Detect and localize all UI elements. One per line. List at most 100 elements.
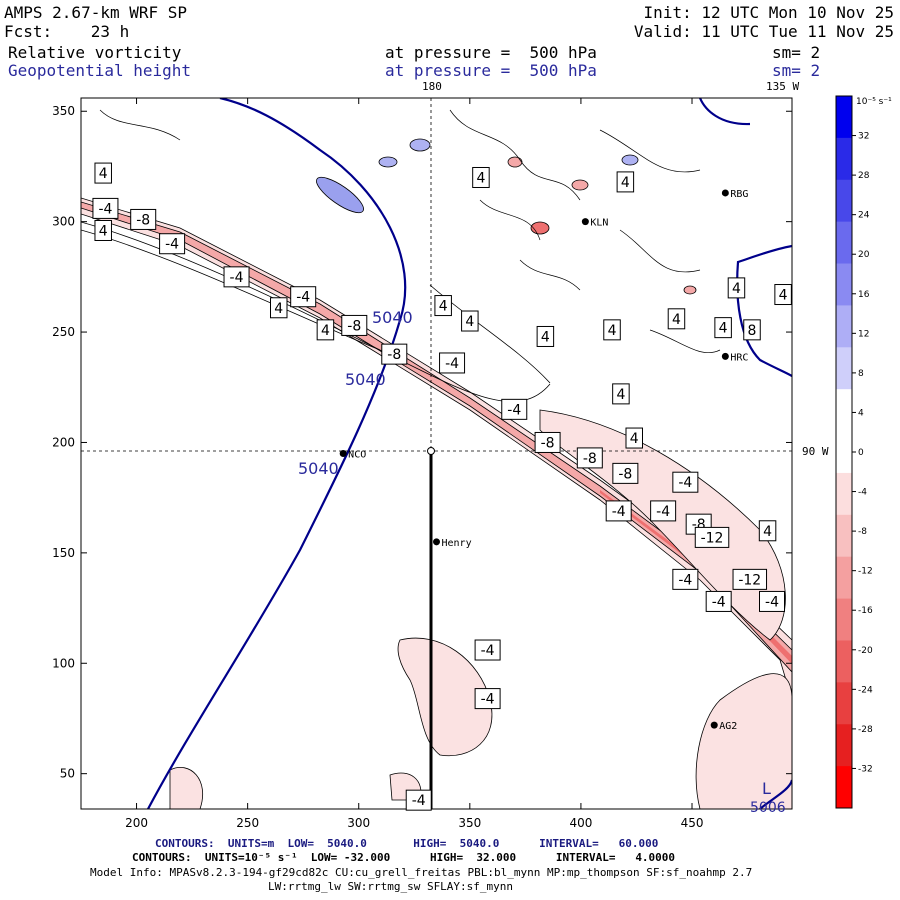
plot-frame xyxy=(80,97,793,810)
contour-label: 4 xyxy=(612,383,630,405)
colorbar-swatch xyxy=(836,682,852,725)
contour-label: 4 xyxy=(727,277,746,299)
contour-label-text: 4 xyxy=(541,329,550,345)
field2-smoothing: sm= 2 xyxy=(772,61,821,80)
colorbar-swatch xyxy=(836,472,852,516)
lon-label-180: 180 xyxy=(422,80,442,93)
contour-label-text: 4 xyxy=(630,431,639,447)
colorbar-swatch xyxy=(836,96,852,139)
contour-label-box xyxy=(774,284,792,306)
contour-label-text: -4 xyxy=(481,643,495,659)
contour-label-text: 4 xyxy=(274,301,283,317)
contour-label-text: 4 xyxy=(608,323,617,339)
station-label: HRC xyxy=(730,352,748,363)
contour-label-text: 4 xyxy=(439,299,448,315)
colorbar-swatch xyxy=(836,431,852,474)
x-tick-label: 450 xyxy=(681,816,704,830)
colorbar-swatch xyxy=(836,305,852,348)
colorbar-swatch xyxy=(836,179,852,223)
contour-label-box xyxy=(434,295,452,317)
contour-label: 4 xyxy=(536,325,555,347)
contour-label-box xyxy=(474,688,501,710)
contour-label-box xyxy=(616,171,635,193)
forecast-hour: Fcst: 23 h xyxy=(4,22,130,41)
contour-label-text: -4 xyxy=(445,356,459,372)
station-label: NCO xyxy=(348,450,366,461)
colorbar-unit: 10⁻⁵ s⁻¹ xyxy=(856,97,892,107)
contour-label-box xyxy=(672,471,699,493)
contour-label-box xyxy=(705,590,732,612)
vort-band-outer xyxy=(81,197,792,701)
x-tick-label: 350 xyxy=(458,816,481,830)
contour-label: -12 xyxy=(732,568,768,590)
contour-label-text: -4 xyxy=(656,504,670,520)
colorbar-swatch xyxy=(836,724,852,767)
x-tick-label: 200 xyxy=(125,816,148,830)
contour-label: -4 xyxy=(705,590,732,612)
height-contour-5040-main xyxy=(147,98,407,809)
contour-label: 4 xyxy=(625,427,643,449)
colorbar-tick-label: -24 xyxy=(858,685,873,695)
height-contour-5040-sw xyxy=(759,779,792,809)
contour-label-box xyxy=(759,590,786,612)
vort-blob-south2 xyxy=(695,673,792,809)
contour-label-box xyxy=(159,233,186,255)
contour-label-box xyxy=(625,427,643,449)
vort-blob-south3 xyxy=(169,767,204,809)
contour-label-box xyxy=(576,447,603,469)
contour-label-box xyxy=(223,266,250,288)
contour-label: 4 xyxy=(667,308,686,330)
colorbar-swatch xyxy=(836,137,852,181)
contour-label-text: 4 xyxy=(763,524,772,540)
contour-label: -4 xyxy=(605,500,632,522)
colorbar-swatch xyxy=(836,556,852,600)
x-tick-label: 300 xyxy=(347,816,370,830)
map-field xyxy=(81,98,792,809)
contour-label: 4 xyxy=(434,295,452,317)
contour-label-box xyxy=(130,208,157,230)
y-tick-label: 100 xyxy=(52,656,75,670)
height-contour-5040-east xyxy=(736,244,792,377)
contour-label-text: -4 xyxy=(612,504,626,520)
contour-label-text: -12 xyxy=(701,530,724,546)
contour-label-box xyxy=(612,462,639,484)
station-label: RBG xyxy=(730,189,748,200)
low-value: 5006 xyxy=(750,800,786,816)
vort-blob-neg4 xyxy=(683,285,697,295)
contour-label: -4 xyxy=(290,286,317,308)
colorbar-swatch xyxy=(836,640,852,683)
contour-label-text: 8 xyxy=(748,323,757,339)
colorbar-swatch xyxy=(836,347,852,390)
contour-label-text: -8 xyxy=(541,435,555,451)
contour-label-text: -4 xyxy=(507,402,521,418)
contour-label-box xyxy=(316,319,335,341)
contour-label-box xyxy=(536,325,555,347)
vort-blob-neg2 xyxy=(507,156,523,168)
contour-label-text: 4 xyxy=(321,323,330,339)
vort-blob-pos4 xyxy=(621,154,639,166)
contour-label-box xyxy=(650,500,677,522)
contour-label: 4 xyxy=(94,219,112,241)
lon-label-135w: 135 W xyxy=(766,80,799,93)
model-title: AMPS 2.67-km WRF SP xyxy=(4,3,188,22)
footer-vort-contours: CONTOURS: UNITS=10⁻⁵ s⁻¹ LOW= -32.000 HI… xyxy=(132,851,676,864)
axis-ticks: 200 250 300 350 400 450 50 100 150 200 250 300 350 xyxy=(52,98,792,830)
colorbar-tick-label: -20 xyxy=(858,646,873,656)
y-tick-label: 250 xyxy=(52,325,75,339)
x-tick-label: 400 xyxy=(569,816,592,830)
contour-label: -4 xyxy=(223,266,250,288)
contour-label: -12 xyxy=(694,526,730,548)
contour-label: -4 xyxy=(92,197,119,219)
contour-label: 4 xyxy=(461,310,479,332)
contour-label-text: -4 xyxy=(712,594,726,610)
footer-physics: LW:rrtmg_lw SW:rrtmg_sw SFLAY:sf_mynn xyxy=(268,880,514,893)
height-label-2: 5040 xyxy=(345,370,386,389)
contour-label-box xyxy=(612,383,630,405)
contour-label: -8 xyxy=(576,447,603,469)
colorbar-tick-label: -12 xyxy=(858,567,873,577)
contour-label-box xyxy=(743,319,761,341)
colorbar-swatch xyxy=(836,389,852,432)
contour-label: -4 xyxy=(405,789,432,811)
